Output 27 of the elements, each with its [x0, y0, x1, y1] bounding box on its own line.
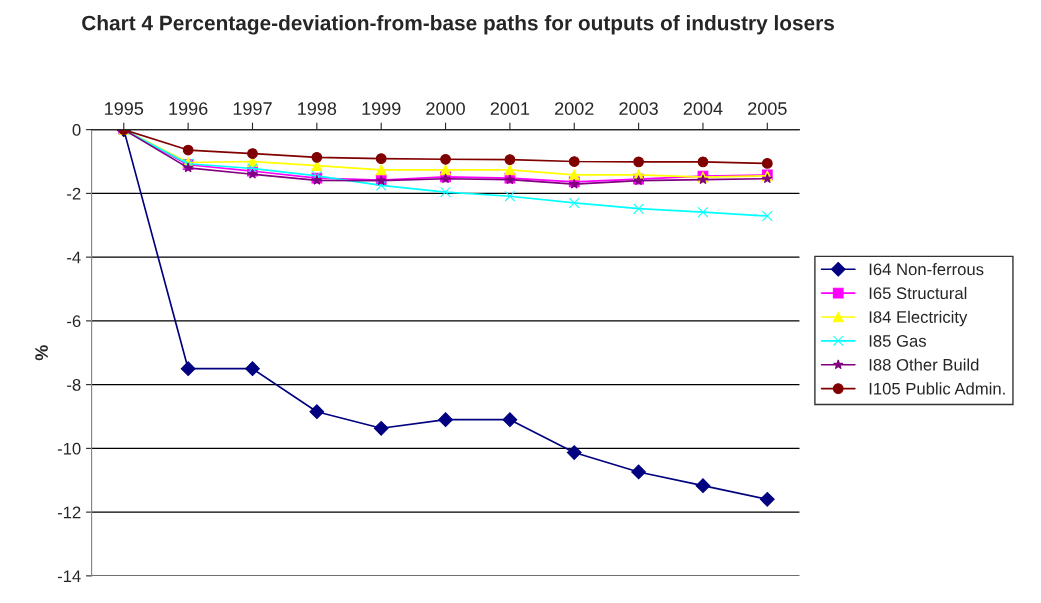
legend-label: I88 Other Build: [869, 358, 979, 371]
x-tick-label: 2003: [619, 102, 658, 115]
x-tick-label: 2002: [555, 102, 594, 115]
x-tick-label: 2005: [748, 102, 787, 115]
y-tick-label: -10: [57, 442, 81, 455]
x-tick-label: 1998: [298, 102, 337, 115]
chart-title: Chart 4 Percentage-deviation-from-base paths for outputs of industry losers: [82, 15, 835, 35]
x-tick-label: 2001: [490, 102, 530, 115]
x-tick-label: 1997: [233, 102, 272, 115]
x-tick-label: 1996: [169, 102, 208, 115]
y-tick-label: -8: [67, 379, 81, 391]
y-tick-label: 0: [72, 124, 81, 136]
y-tick-label: -12: [57, 506, 81, 519]
x-tick-label: 1999: [362, 102, 401, 115]
y-tick-label: -6: [67, 315, 81, 328]
legend-label: I65 Structural: [869, 286, 967, 300]
legend-label: I84 Electricity: [869, 310, 968, 327]
x-tick-label: 2004: [683, 102, 723, 115]
y-tick-label: -2: [67, 187, 81, 200]
x-tick-label: 1995: [105, 102, 144, 115]
x-tick-label: 2000: [426, 102, 465, 115]
y-tick-label: -4: [67, 251, 81, 264]
legend-label: I105 Public Admin.: [869, 382, 1005, 395]
legend-label: I64 Non-ferrous: [869, 263, 984, 276]
legend-label: I85 Gas: [869, 335, 926, 347]
y-tick-label: -14: [57, 570, 81, 582]
y-axis-title: %: [35, 345, 48, 361]
